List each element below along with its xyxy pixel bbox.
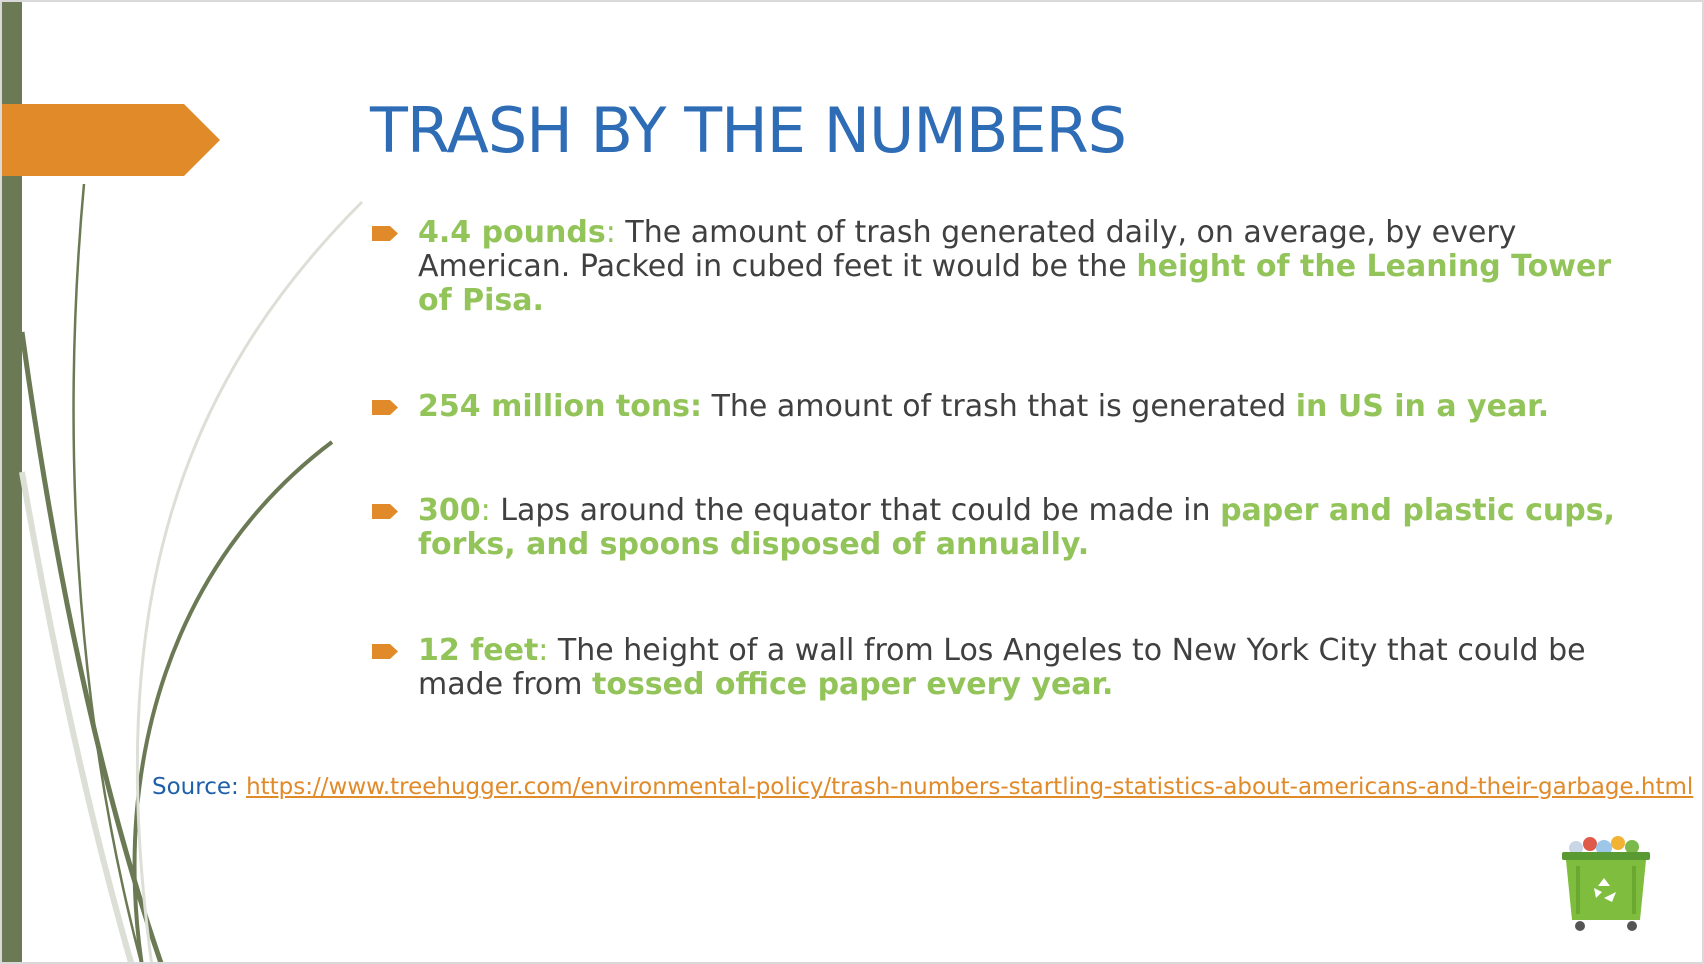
- source-label: Source:: [152, 774, 247, 800]
- bullet-highlight: paper and plastic cups, forks, and spoon…: [418, 493, 1615, 562]
- source-line: Source: https://www.treehugger.com/envir…: [152, 774, 1693, 800]
- bullet-separator: :: [538, 633, 549, 668]
- left-accent-bar: [2, 2, 22, 962]
- bullet-separator: :: [605, 215, 616, 250]
- bullet-highlight: tossed office paper every year.: [592, 667, 1114, 702]
- bullet-label: 300: [418, 493, 481, 528]
- bullet-item: 254 million tons: The amount of trash th…: [372, 390, 1618, 424]
- bullet-text: The amount of trash that is generated: [702, 389, 1296, 424]
- bullet-highlight: in US in a year.: [1295, 389, 1550, 424]
- slide-title: TRASH BY THE NUMBERS: [370, 94, 1127, 167]
- arrow-bullet-icon: [372, 226, 398, 241]
- arrow-bullet-icon: [372, 400, 398, 415]
- bullet-item: 12 feet: The height of a wall from Los A…: [372, 634, 1618, 702]
- arrow-bullet-icon: [372, 644, 398, 659]
- bullet-item: 4.4 pounds: The amount of trash generate…: [372, 216, 1618, 318]
- grass-decoration: [19, 183, 364, 962]
- bullet-label: 4.4 pounds: [418, 215, 606, 250]
- bullet-label: 254 million tons:: [418, 389, 703, 424]
- bullet-label: 12 feet: [418, 633, 539, 668]
- bullet-separator: :: [480, 493, 491, 528]
- bullet-text: The height of a wall from Los Angeles to…: [418, 633, 1586, 702]
- bullet-highlight: height of the Leaning Tower of Pisa.: [418, 249, 1612, 318]
- orange-arrow-tab: [2, 104, 220, 176]
- bullet-text: The amount of trash generated daily, on …: [418, 215, 1517, 284]
- arrow-bullet-icon: [372, 504, 398, 519]
- recycle-bin-icon: [1562, 836, 1650, 931]
- bullet-text: Laps around the equator that could be ma…: [490, 493, 1221, 528]
- source-link[interactable]: https://www.treehugger.com/environmental…: [246, 774, 1694, 800]
- bullet-item: 300: Laps around the equator that could …: [372, 494, 1618, 562]
